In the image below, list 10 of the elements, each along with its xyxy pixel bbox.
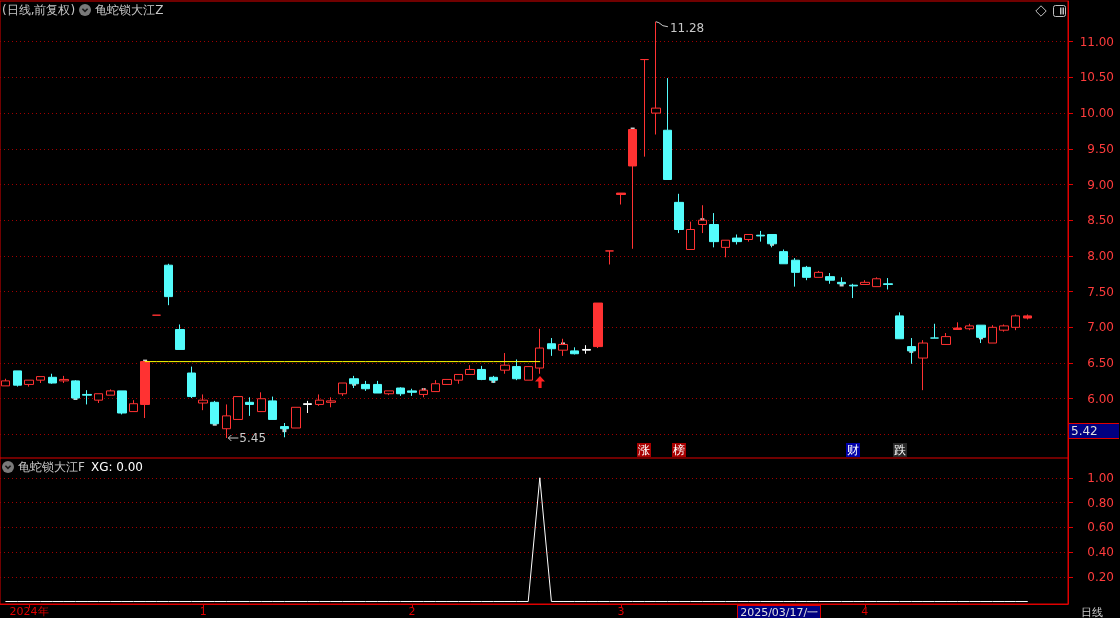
y-tick-label: 0.80	[1087, 495, 1114, 510]
annotation: XG: 0.00	[90, 460, 144, 474]
x-tick-label: 2024年	[9, 605, 49, 618]
y-tick-label: 1.00	[1087, 470, 1114, 485]
text: 2025/03/17/一	[737, 605, 822, 618]
y-tick-label: 0.20	[1087, 569, 1114, 584]
text: 日线	[1081, 606, 1103, 618]
y-tick-label: 0.60	[1087, 520, 1114, 535]
y-tick-label: 0.40	[1087, 545, 1114, 560]
chart-title: 龟蛇锁大江F	[18, 460, 85, 474]
